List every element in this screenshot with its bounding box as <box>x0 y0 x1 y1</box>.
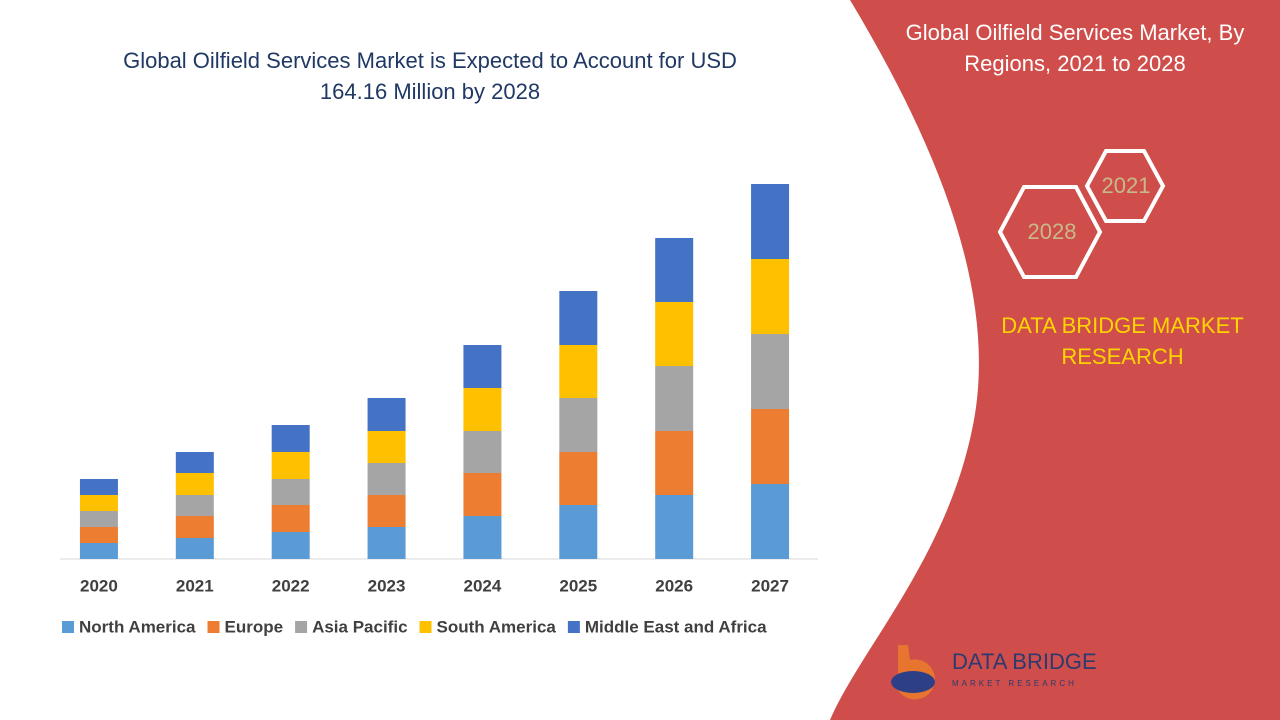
bar-segment <box>655 431 694 495</box>
bar-segment <box>367 463 406 495</box>
legend-swatch <box>62 621 74 633</box>
bar-segment <box>79 495 118 511</box>
bar-segment <box>463 388 502 431</box>
x-tick-label: 2025 <box>559 576 597 595</box>
bar-segment <box>751 259 790 334</box>
bar-segment <box>751 334 790 409</box>
bar-segment <box>463 516 502 559</box>
side-title: Global Oilfield Services Market, By Regi… <box>905 20 1245 76</box>
bar-segment <box>655 495 694 559</box>
bar-segment <box>175 538 214 559</box>
side-panel-bg <box>830 0 1280 720</box>
bar-segment <box>559 452 598 505</box>
hexagon <box>1084 149 1166 223</box>
bar-segment <box>367 495 406 527</box>
hexagon <box>997 185 1103 279</box>
bar-segment <box>79 543 118 559</box>
logo-tagline: MARKET RESEARCH <box>952 679 1077 688</box>
bar-segment <box>655 238 694 302</box>
bar-segment <box>751 184 790 259</box>
legend-label: Middle East and Africa <box>585 617 767 636</box>
bar-segment <box>751 484 790 559</box>
bar-segment <box>559 291 598 345</box>
legend-swatch <box>419 621 432 633</box>
bar-segment <box>463 431 502 473</box>
x-tick-label: 2027 <box>751 576 789 595</box>
brand: DATA BRIDGE MARKET RESEARCH <box>1001 313 1244 369</box>
legend-swatch <box>295 621 308 633</box>
legend-label: Asia Pacific <box>312 617 407 636</box>
bar-segment <box>271 532 310 559</box>
bar-segment <box>271 452 310 479</box>
bar-segment <box>175 516 214 538</box>
badge: 2021 <box>1102 173 1151 198</box>
bar-segment <box>271 479 310 505</box>
bar-segment <box>655 366 694 431</box>
bar-segment <box>463 473 502 516</box>
x-tick-label: 2022 <box>272 576 310 595</box>
x-tick-label: 2024 <box>464 576 502 595</box>
bar-segment <box>175 473 214 495</box>
bar-segment <box>367 431 406 463</box>
legend-swatch <box>207 621 220 633</box>
bar-segment <box>367 527 406 559</box>
bar-segment <box>271 425 310 452</box>
bar-segment <box>367 398 406 431</box>
x-tick-label: 2026 <box>655 576 693 595</box>
logo-name: DATA BRIDGE <box>952 649 1097 674</box>
bar-segment <box>79 479 118 495</box>
legend-label: Europe <box>225 617 284 636</box>
legend-swatch <box>567 621 580 633</box>
x-tick-label: 2021 <box>176 576 214 595</box>
bar-segment <box>559 398 598 452</box>
x-tick-label: 2023 <box>368 576 406 595</box>
badge: 2028 <box>1028 219 1077 244</box>
chart-title: Global Oilfield Services Market is Expec… <box>123 48 737 104</box>
bar-segment <box>271 505 310 532</box>
bar-segment <box>559 345 598 398</box>
bar-segment <box>79 527 118 543</box>
x-tick-label: 2020 <box>80 576 118 595</box>
logo-icon <box>891 671 935 693</box>
bar-segment <box>463 345 502 388</box>
bar-segment <box>655 302 694 366</box>
legend-label: North America <box>79 617 196 636</box>
logo: DATA BRIDGE MARKET RESEARCH <box>891 645 1097 700</box>
legend-label: South America <box>437 617 557 636</box>
bar-segment <box>751 409 790 484</box>
bar-segment <box>79 511 118 527</box>
bar-segment <box>175 495 214 516</box>
bar-segment <box>559 505 598 559</box>
bar-segment <box>175 452 214 473</box>
